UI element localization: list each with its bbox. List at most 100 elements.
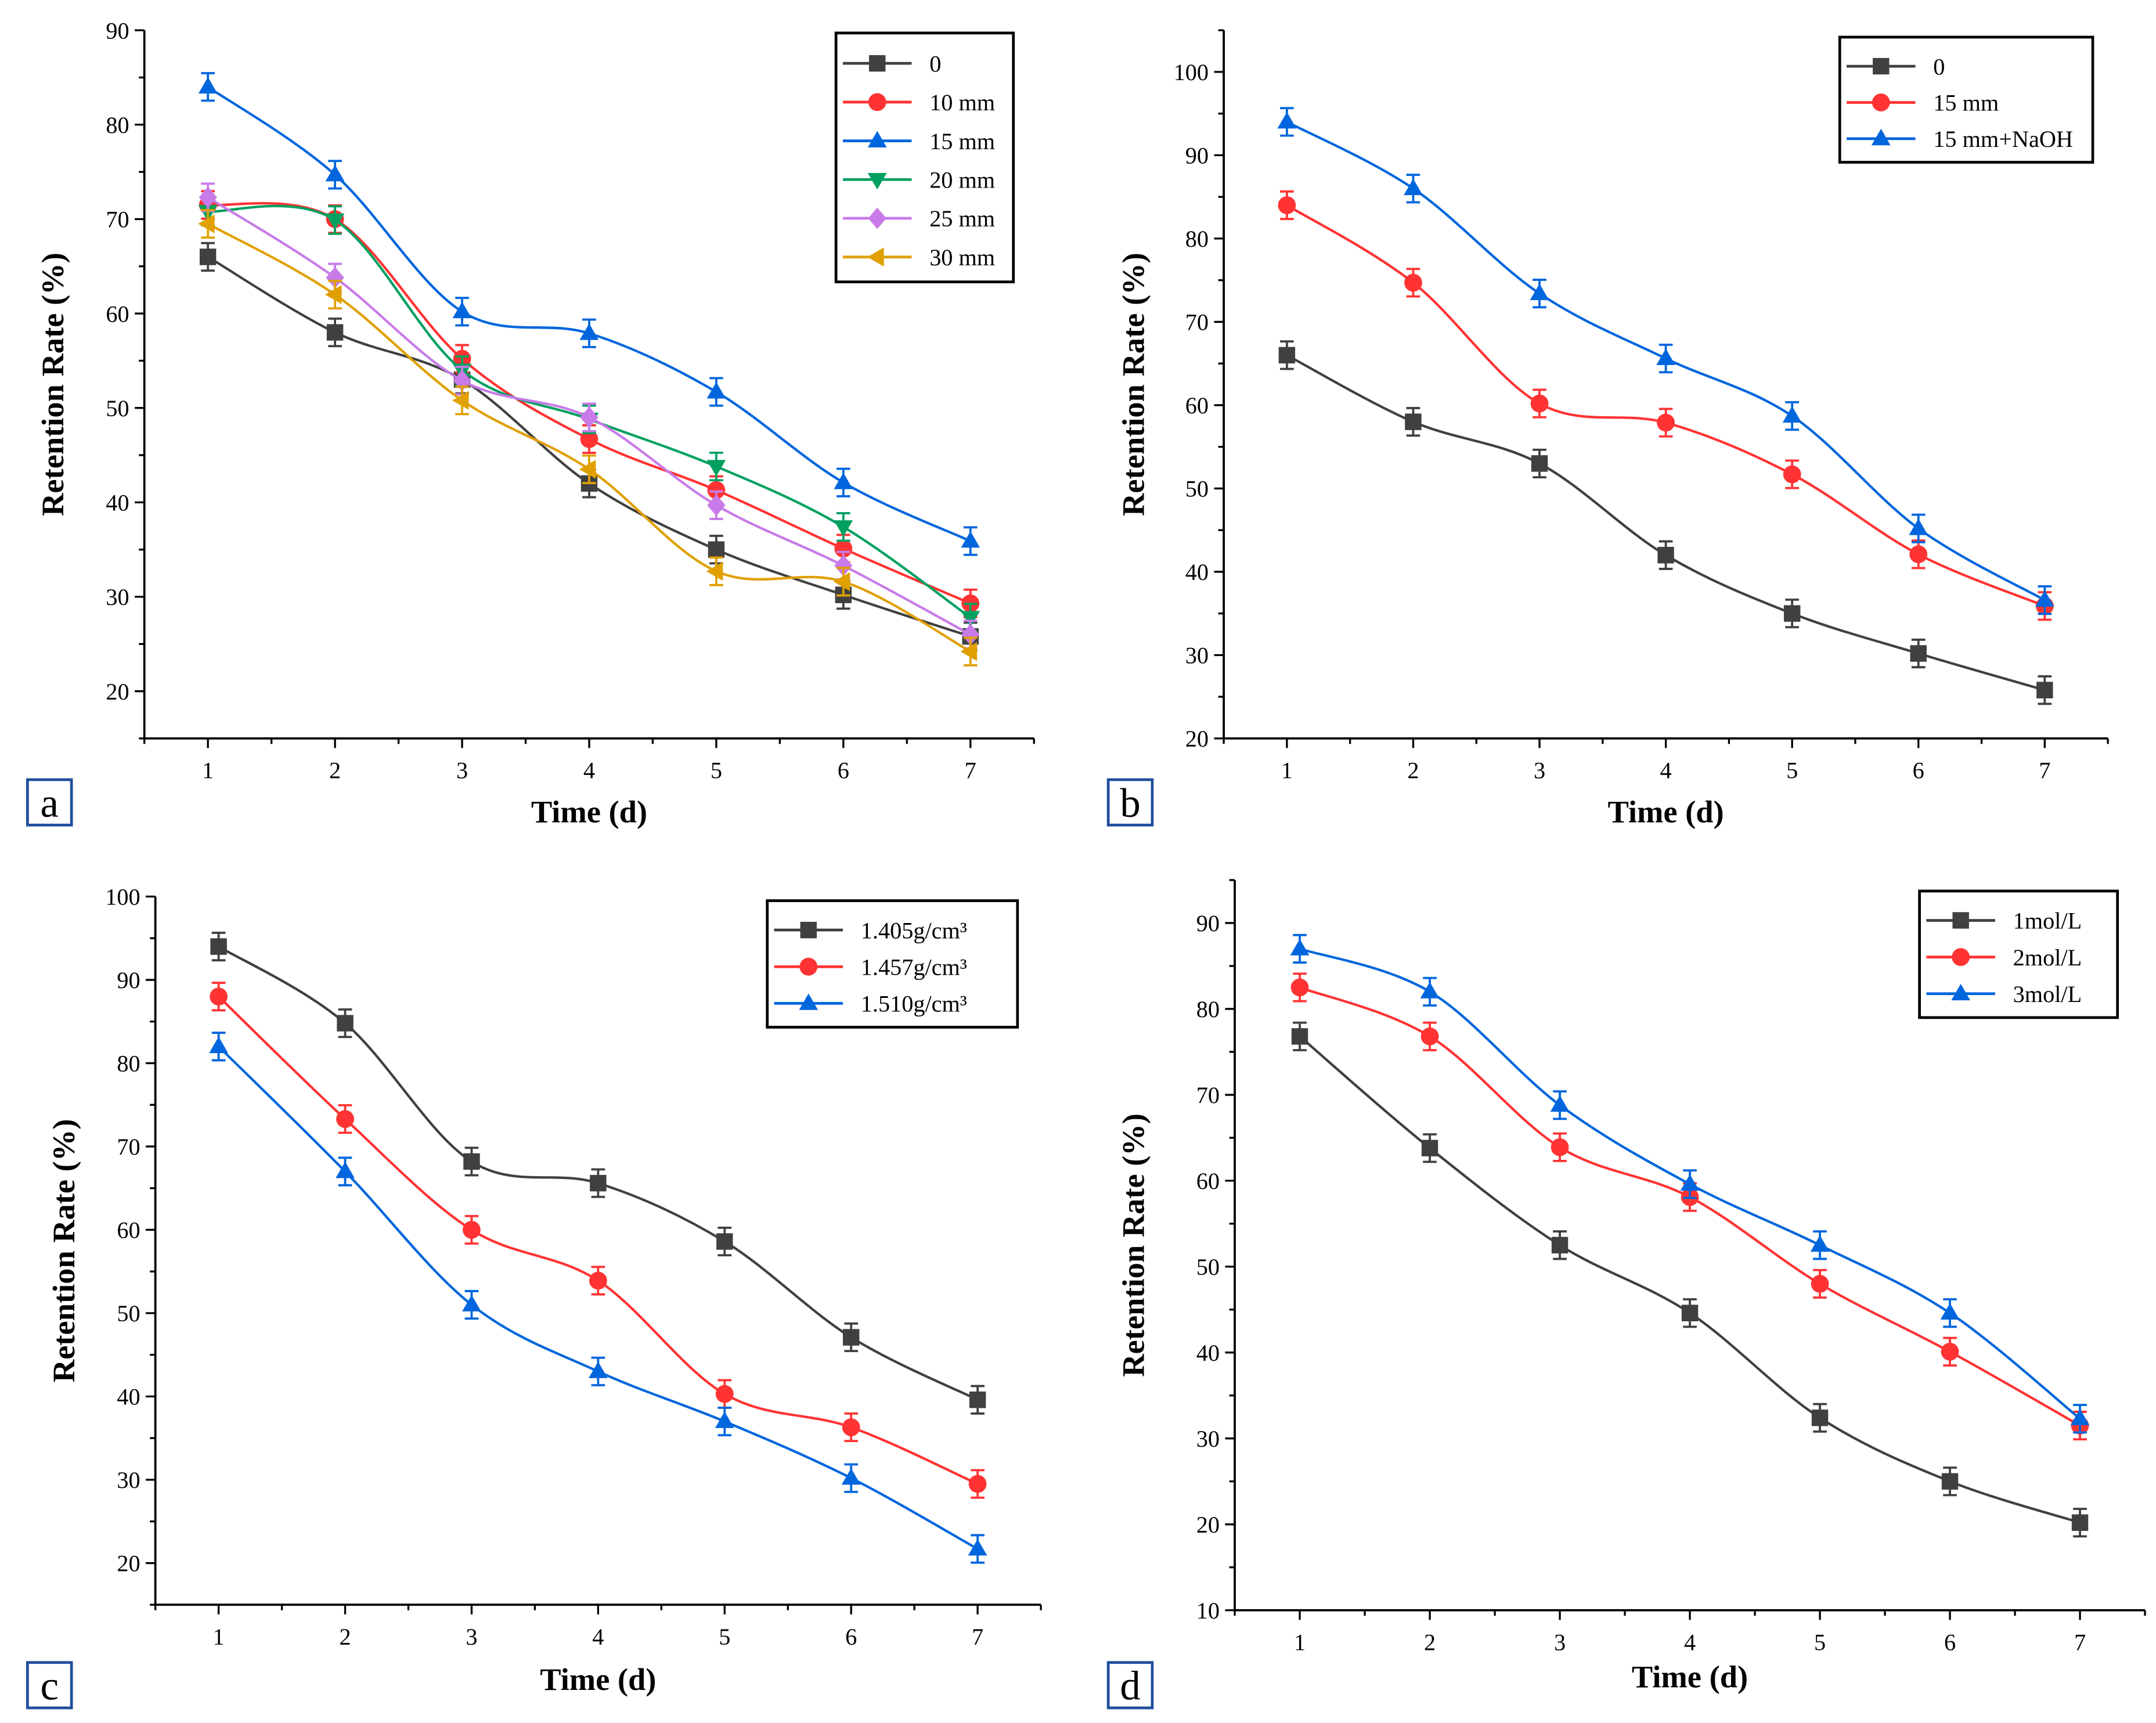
legend: 1mol/L 2mol/L 3mol/L <box>1918 889 2119 1019</box>
data-point <box>1783 465 1801 484</box>
data-point <box>1530 283 1549 300</box>
legend-label: 1.405g/cm³ <box>861 917 967 943</box>
legend-label: 2mol/L <box>2013 945 2082 971</box>
data-point <box>707 481 726 499</box>
legend-marker <box>867 131 887 147</box>
y-axis-label: Retention Rate (%) <box>35 253 70 516</box>
data-point <box>2035 590 2054 607</box>
data-point <box>1656 348 1675 365</box>
y-tick-label: 60 <box>1185 392 1209 419</box>
panel-letter-box <box>26 1661 73 1710</box>
y-tick-label: 50 <box>117 1300 140 1327</box>
x-axis-label: Time (d) <box>540 1661 656 1697</box>
panel-letter: a <box>26 778 73 827</box>
series-line <box>218 1046 979 1551</box>
y-tick-label: 20 <box>1196 1512 1220 1538</box>
data-point <box>834 520 853 537</box>
y-tick-label: 20 <box>117 1551 140 1577</box>
y-tick-label: 90 <box>117 967 140 993</box>
legend-marker <box>1952 948 1970 967</box>
data-point <box>198 214 215 233</box>
y-axis-label: Retention Rate (%) <box>1116 253 1151 516</box>
panel-letter-box <box>1106 778 1154 827</box>
data-point <box>1404 273 1422 292</box>
y-axis-label: Retention Rate (%) <box>1116 1113 1151 1377</box>
y-tick-label: 30 <box>1196 1426 1220 1452</box>
data-point <box>199 248 217 265</box>
legend-marker <box>799 957 818 976</box>
panel-letter-text: c <box>40 1664 59 1709</box>
x-tick-label: 7 <box>965 758 976 784</box>
data-point <box>834 539 853 558</box>
x-tick-label: 6 <box>845 1624 857 1650</box>
series-5 <box>198 208 978 666</box>
y-tick-label: 20 <box>1185 726 1209 752</box>
data-point <box>580 430 599 448</box>
data-point <box>1277 111 1297 129</box>
data-point <box>463 1221 481 1239</box>
data-point <box>842 1329 860 1346</box>
chart-panel-c: 20 30 40 50 60 70 80 90 100 1 2 3 4 5 6 7 Time (d) Retent… <box>26 884 1042 1710</box>
y-tick-label: 30 <box>1185 643 1209 669</box>
series-1 <box>1290 972 2089 1441</box>
series-1 <box>1278 190 2054 621</box>
data-point <box>833 572 850 592</box>
legend-label: 15 mm+NaOH <box>1933 126 2073 152</box>
data-point <box>1909 518 1928 535</box>
x-tick-label: 7 <box>2039 758 2050 784</box>
data-point <box>1278 347 1296 364</box>
data-point <box>968 1475 987 1493</box>
x-tick-label: 1 <box>202 758 214 784</box>
y-tick-label: 70 <box>117 1134 140 1160</box>
panel-letter-text: a <box>40 781 59 826</box>
x-tick-label: 3 <box>456 758 468 784</box>
data-point <box>1941 1473 1959 1490</box>
data-point <box>462 1295 481 1312</box>
x-tick-label: 4 <box>1660 758 1672 784</box>
series-1 <box>210 982 987 1499</box>
series-2 <box>209 1032 987 1564</box>
chart-panel-d: 10 20 30 40 50 60 70 80 90 1 2 3 4 5 6 7 Time (d) Retenti… <box>1106 879 2146 1710</box>
data-point <box>1551 1237 1569 1254</box>
data-point <box>834 473 853 489</box>
data-point <box>1909 545 1928 564</box>
data-point <box>452 391 469 410</box>
data-point <box>960 642 978 661</box>
x-tick-label: 2 <box>1424 1629 1436 1655</box>
data-point <box>1421 1140 1438 1156</box>
series-0 <box>1278 340 2053 705</box>
y-tick-label: 60 <box>106 301 129 327</box>
x-tick-label: 2 <box>329 758 341 784</box>
data-point <box>1550 1095 1570 1112</box>
legend: 0 15 mm 15 mm+NaOH <box>1838 35 2094 164</box>
series-2 <box>198 72 980 556</box>
x-tick-label: 3 <box>1534 758 1545 784</box>
data-point <box>1681 1304 1699 1321</box>
y-tick-label: 40 <box>106 490 129 516</box>
data-point <box>715 1411 734 1428</box>
data-point <box>336 1161 355 1178</box>
y-tick-label: 90 <box>106 17 129 44</box>
legend: 1.405g/cm³ 1.457g/cm³ 1.510g/cm³ <box>766 899 1019 1029</box>
data-point <box>834 554 853 576</box>
data-point <box>589 1271 607 1290</box>
data-point <box>969 1392 986 1408</box>
legend-label: 0 <box>929 51 941 77</box>
legend-label: 1mol/L <box>2013 908 2082 934</box>
data-point <box>706 382 726 399</box>
series-line <box>1299 1035 2081 1524</box>
data-point <box>1657 413 1675 432</box>
data-point <box>707 494 726 516</box>
data-point <box>452 301 472 319</box>
chart-panel-a: 20 30 40 50 60 70 80 90 1 2 3 4 5 6 7 Time (d) Retention… <box>26 17 1035 829</box>
data-point <box>210 938 227 955</box>
data-point <box>579 323 599 340</box>
y-tick-label: 60 <box>117 1217 140 1243</box>
x-tick-label: 7 <box>2074 1629 2086 1655</box>
data-point <box>706 561 723 581</box>
data-point <box>325 164 345 182</box>
legend-marker <box>868 55 886 72</box>
x-tick-label: 7 <box>972 1624 983 1650</box>
data-point <box>706 460 726 477</box>
series-line <box>1286 354 2045 691</box>
